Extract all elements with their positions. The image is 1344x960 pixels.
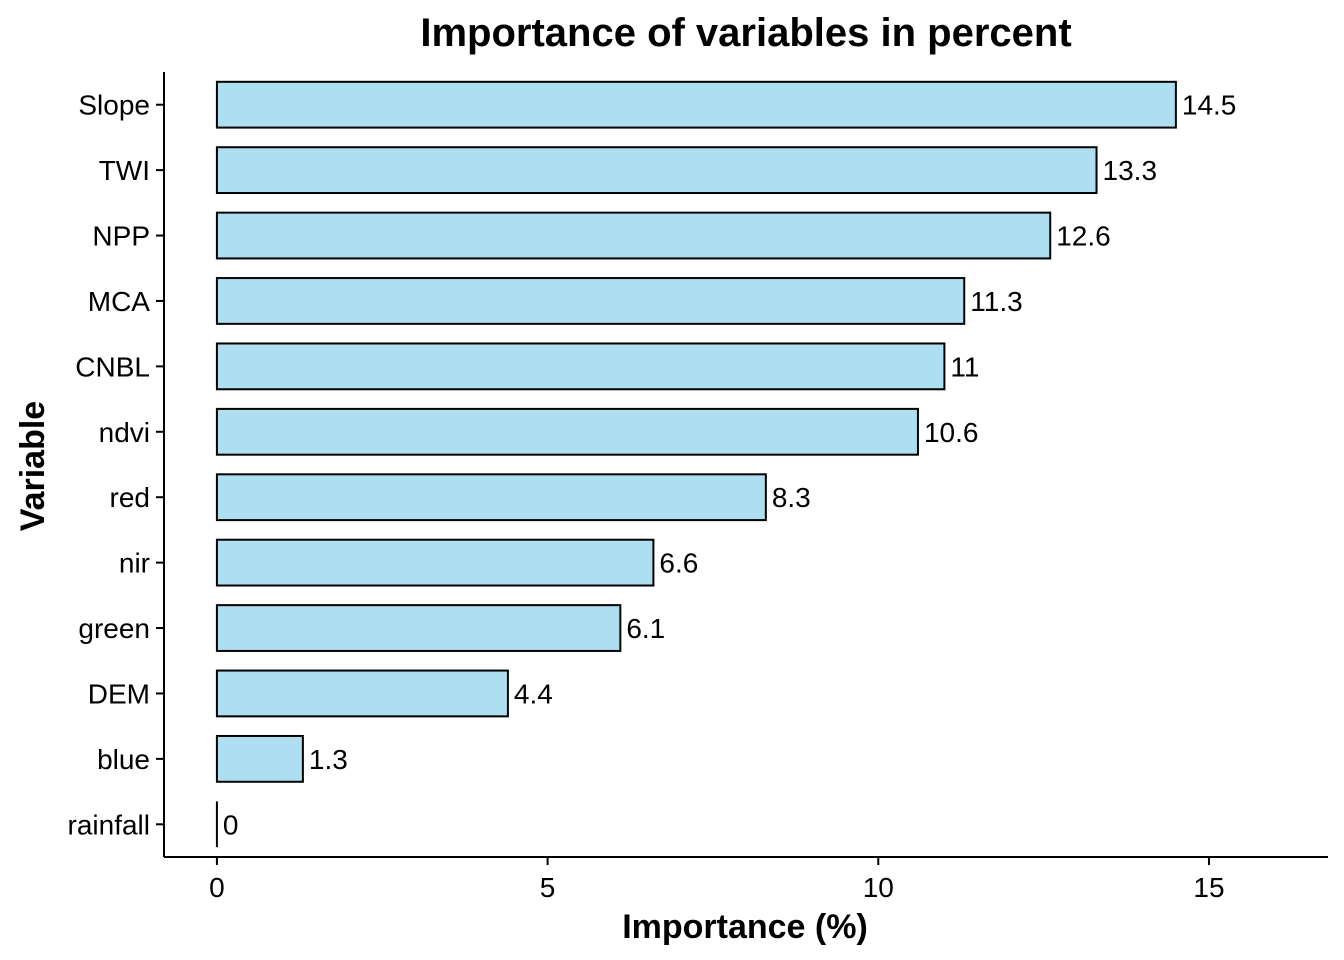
data-label: 13.3 [1103, 155, 1158, 186]
bar [215, 734, 304, 783]
bar [215, 80, 1177, 129]
bar [215, 669, 509, 718]
bar [215, 407, 919, 456]
bars-group [215, 80, 1177, 848]
bar [215, 538, 655, 587]
y-tick-label: CNBL [75, 351, 150, 382]
data-label: 1.3 [309, 744, 348, 775]
data-label: 10.6 [924, 417, 979, 448]
bar [215, 604, 622, 652]
y-tick-label: TWI [99, 155, 150, 186]
x-axis-ticks: 0 5 10 15 [209, 857, 1225, 903]
data-label: 11.3 [970, 286, 1022, 317]
y-tick-label: red [110, 482, 150, 513]
bar [215, 342, 946, 391]
data-labels-group: 14.5 13.3 12.6 11.3 11 10.6 8.3 6.6 6.1 4.4 1.3 0 [223, 90, 1236, 841]
data-label: 14.5 [1182, 90, 1237, 121]
data-label: 6.1 [626, 613, 665, 644]
bar [215, 473, 767, 522]
x-tick-label: 5 [540, 872, 556, 903]
y-tick-label: rainfall [68, 809, 150, 840]
bar [215, 146, 1098, 195]
x-tick-label: 0 [209, 872, 225, 903]
y-axis-ticks: Slope TWI NPP MCA CNBL ndvi red nir green DEM blue… [68, 90, 164, 840]
axes-group [163, 72, 1328, 858]
y-tick-label: MCA [88, 286, 151, 317]
data-label: 4.4 [514, 678, 553, 709]
data-label: 11 [950, 351, 979, 382]
y-tick-label: ndvi [99, 417, 150, 448]
data-label: 6.6 [659, 548, 698, 579]
x-tick-label: 15 [1193, 872, 1224, 903]
x-axis-title: Importance (%) [622, 908, 868, 946]
data-label: 8.3 [772, 482, 811, 513]
data-label: 0 [223, 809, 239, 840]
y-tick-label: NPP [92, 221, 150, 252]
y-tick-label: DEM [88, 678, 150, 709]
y-tick-label: Slope [78, 90, 150, 121]
bar [215, 211, 1052, 260]
data-label: 12.6 [1056, 221, 1111, 252]
y-tick-label: nir [119, 548, 150, 579]
y-tick-label: green [78, 613, 150, 644]
x-tick-label: 10 [863, 872, 894, 903]
y-tick-label: blue [97, 744, 150, 775]
bar [215, 277, 966, 325]
chart-title: Importance of variables in percent [420, 11, 1071, 55]
y-axis-title: Variable [14, 401, 52, 531]
